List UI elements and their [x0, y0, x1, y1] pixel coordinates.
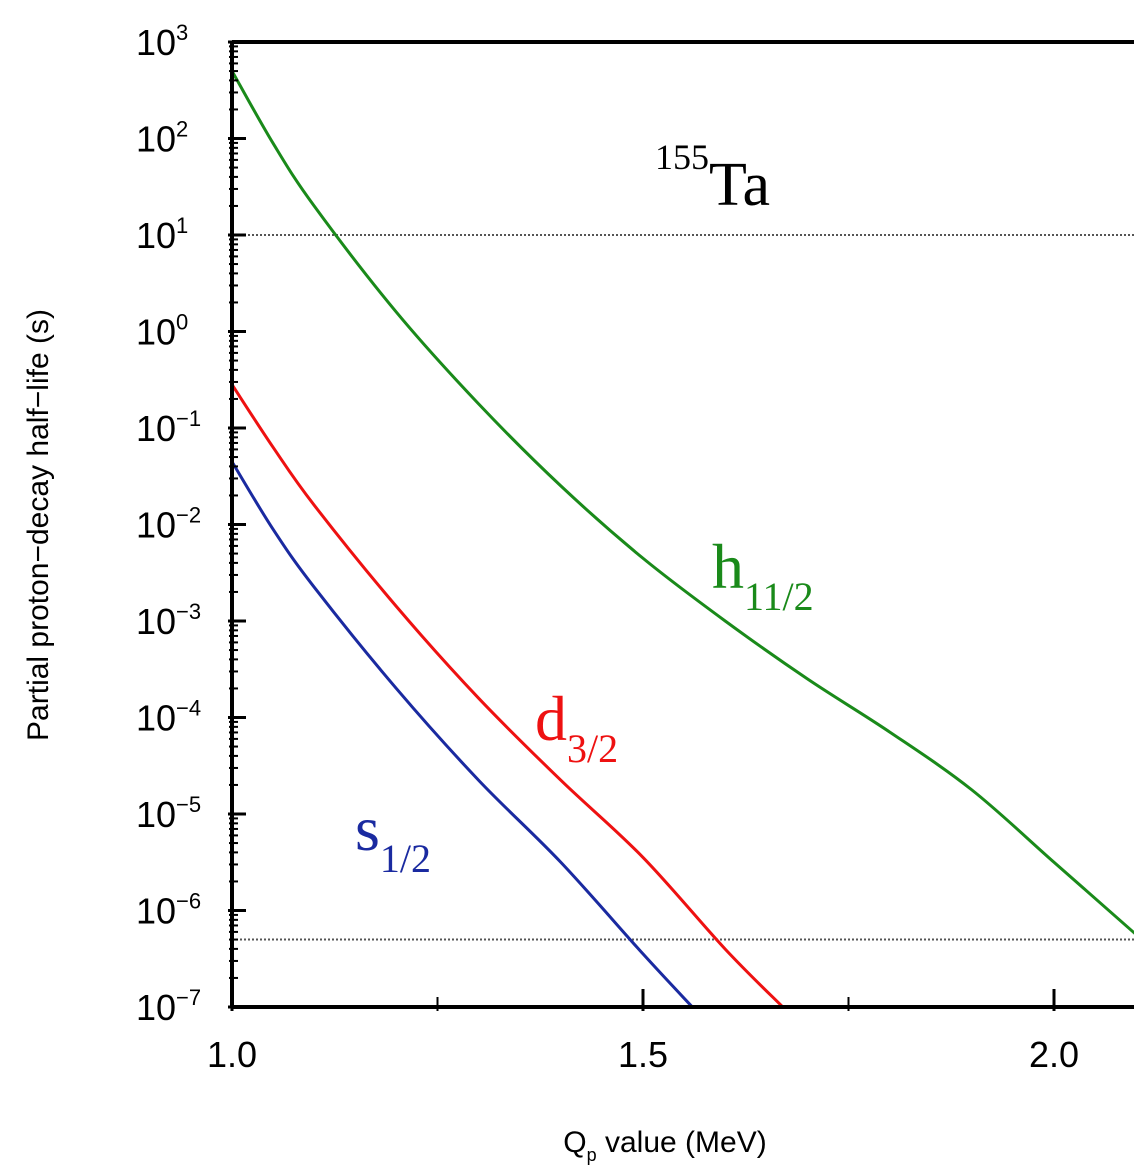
series-label-h11-2: h11/2: [712, 531, 814, 619]
series-line-h11-2: [230, 70, 1134, 935]
y-tick-label: 10−5: [136, 792, 201, 835]
x-axis-title-main: Q: [563, 1126, 586, 1159]
ticks: [228, 40, 1056, 1011]
x-axis-title-sub: p: [587, 1145, 597, 1165]
y-tick-label: 10−7: [136, 985, 201, 1028]
series-label-s-main: s: [355, 793, 380, 864]
nuclide-mass-number: 155: [655, 137, 709, 177]
y-tick-label: 10−1: [136, 406, 201, 449]
x-tick-label: 1.0: [207, 1034, 257, 1075]
y-tick-label: 102: [136, 117, 188, 160]
series-line-s1-2: [230, 460, 694, 1009]
y-tick-label: 10−2: [136, 503, 201, 546]
series-label-s1-2: s1/2: [355, 793, 431, 881]
y-tick-label: 101: [136, 213, 188, 256]
series-label-s-sub: 1/2: [380, 836, 431, 881]
x-axis-title-rest: value (MeV): [597, 1126, 767, 1159]
tick-labels: 1.0 1.5 2.0 103 102 101 100 10−1 10−2 10−3 10−4 10−…: [136, 20, 1079, 1075]
series-layer: [230, 70, 1134, 1009]
x-tick-label: 1.5: [618, 1034, 668, 1075]
nuclide-symbol: Ta: [709, 151, 770, 219]
series-label-h-sub: 11/2: [744, 574, 814, 619]
y-tick-label: 100: [136, 310, 188, 353]
y-axis-title: Partial proton−decay half−life (s): [22, 309, 55, 741]
series-label-h-main: h: [712, 531, 744, 602]
x-tick-label: 2.0: [1029, 1034, 1079, 1075]
y-tick-label: 10−4: [136, 696, 201, 739]
x-axis-title: Qp value (MeV): [563, 1126, 766, 1165]
y-tick-label: 10−3: [136, 599, 201, 642]
nuclide-label: 155Ta: [655, 137, 770, 219]
series-label-d3-2: d3/2: [535, 683, 618, 771]
y-tick-label: 10−6: [136, 889, 201, 932]
series-label-d-main: d: [535, 683, 567, 754]
series-line-d3-2: [230, 383, 784, 1009]
series-label-d-sub: 3/2: [567, 726, 618, 771]
y-tick-label: 103: [136, 20, 188, 63]
